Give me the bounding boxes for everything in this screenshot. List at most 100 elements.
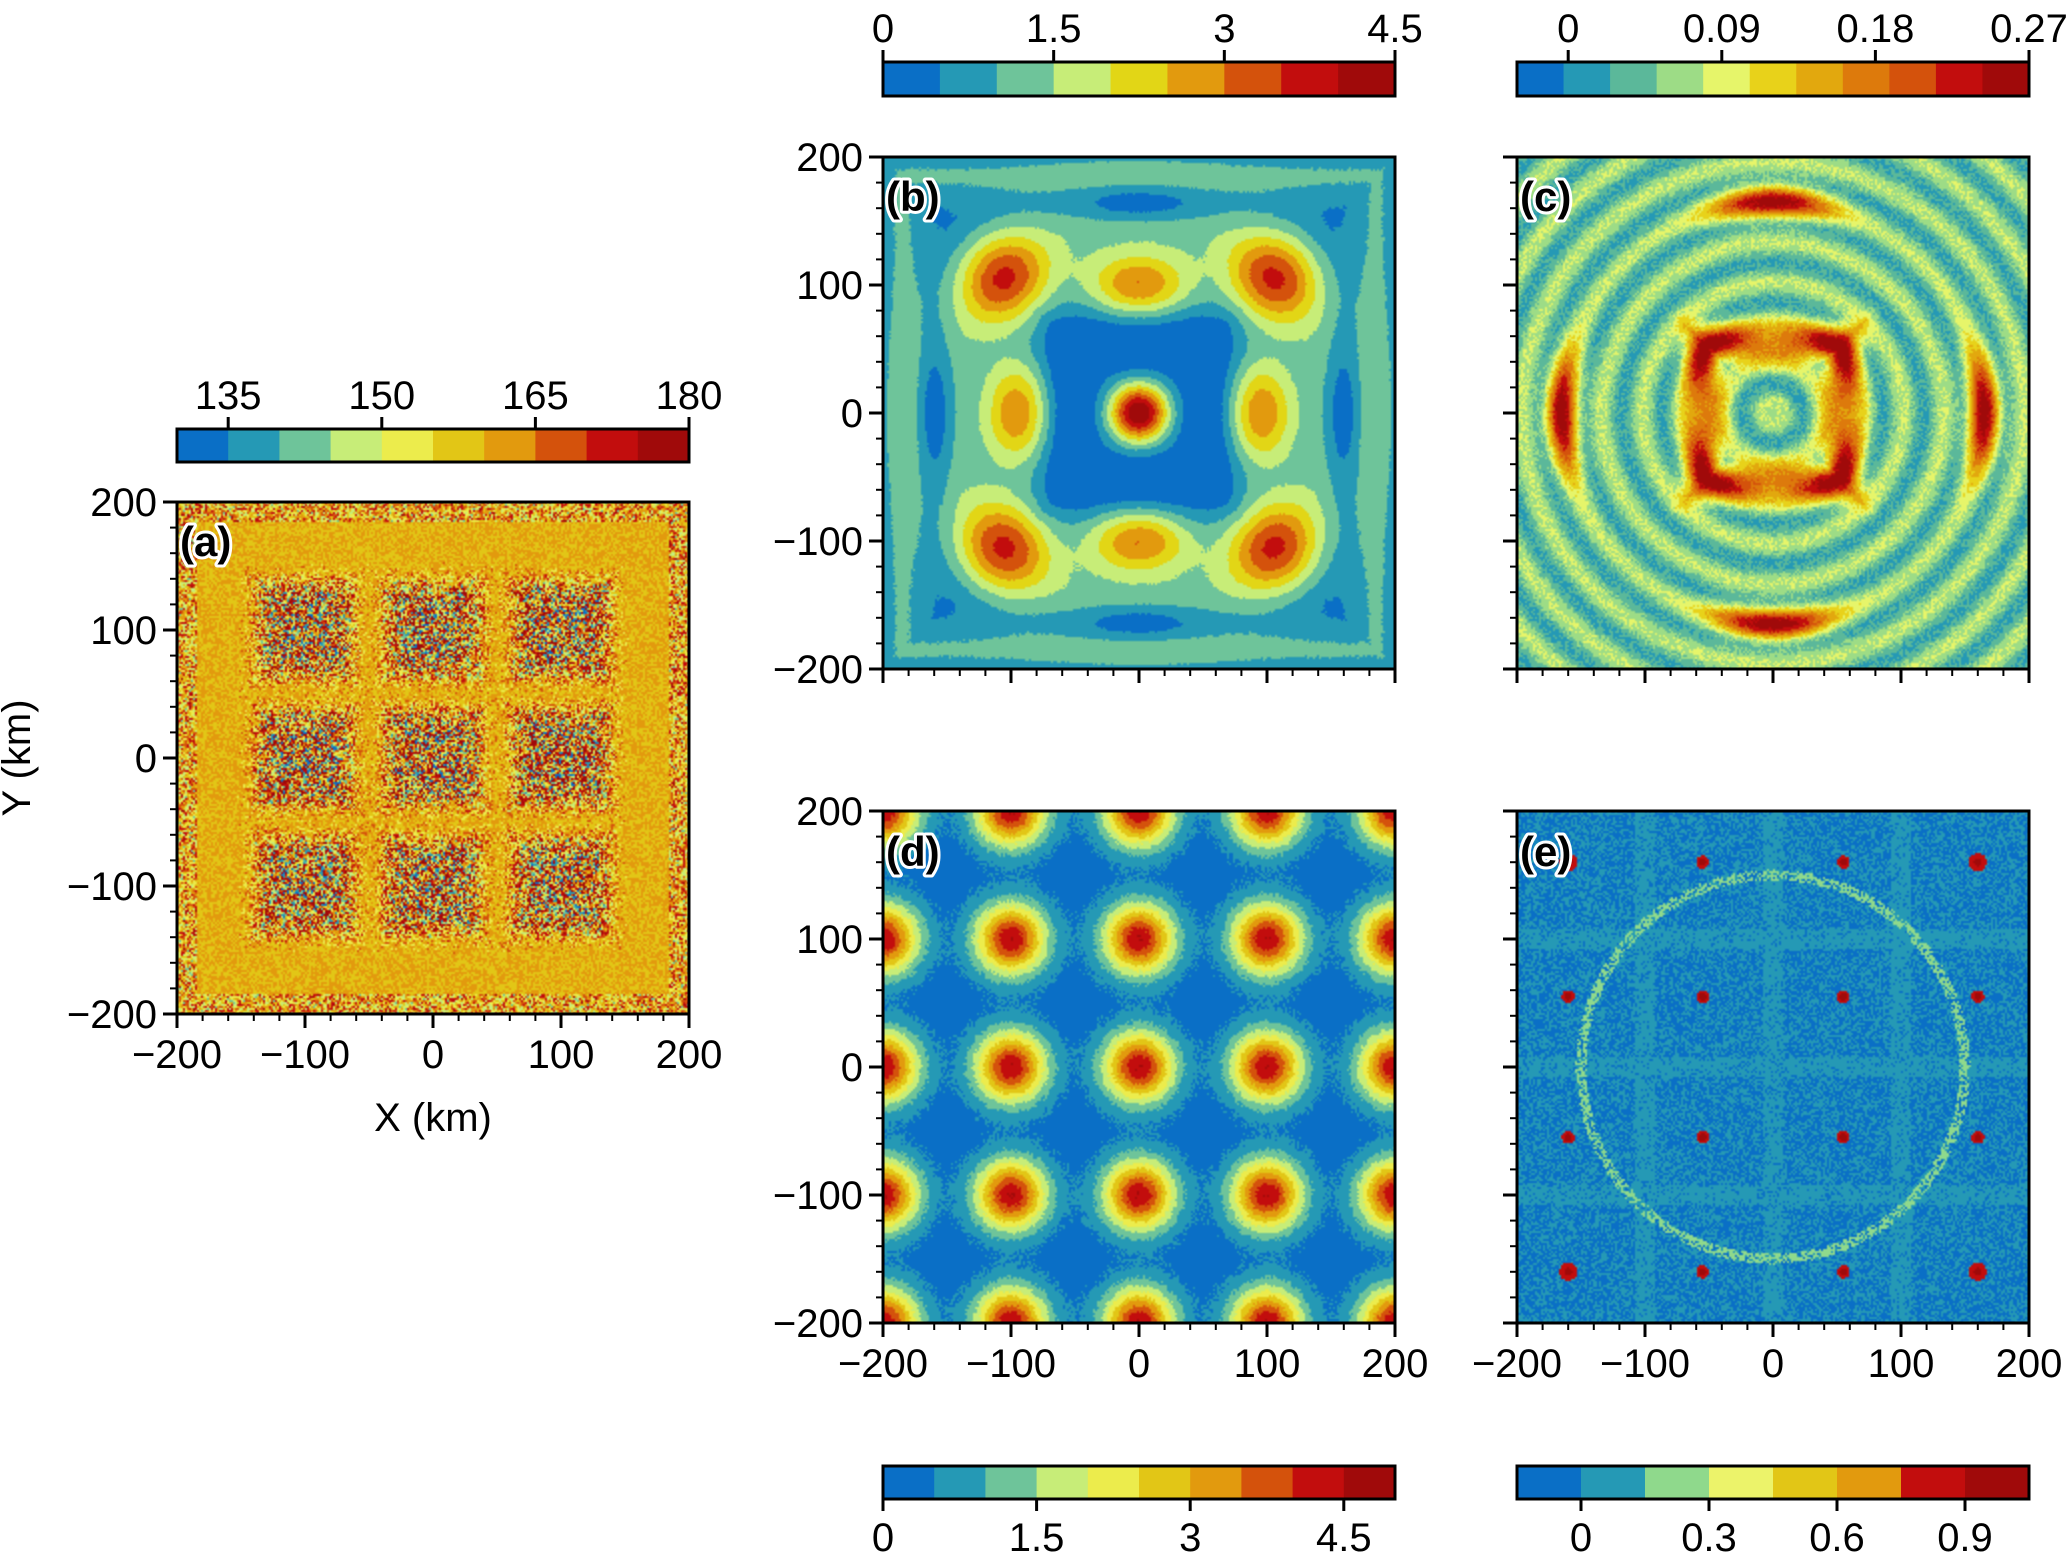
colorbar-frame bbox=[175, 427, 691, 464]
xtick-label: 200 bbox=[1996, 1342, 2063, 1386]
panel-a-ticks: −200 −100 0 100 200 −200 −100 0 100 200 bbox=[67, 481, 722, 1077]
panel-a: −200 −100 0 100 200 −200 −100 0 100 200 (a) X (km… bbox=[0, 374, 722, 1140]
colorbar-swatch bbox=[996, 62, 1055, 96]
xtick-label: 200 bbox=[1362, 1342, 1429, 1386]
xtick-label: −200 bbox=[132, 1033, 222, 1077]
colorbar-swatch bbox=[1110, 62, 1169, 96]
colorbar-swatch bbox=[1796, 62, 1844, 96]
colorbar-swatch bbox=[1837, 1466, 1902, 1499]
panel-b-tag: (b) bbox=[886, 173, 940, 220]
ytick-label: 100 bbox=[796, 264, 863, 308]
panel-b-colorbar: 0 1.5 3 4.5 bbox=[872, 7, 1423, 98]
colorbar-tick-label: 0 bbox=[872, 1516, 894, 1557]
colorbar-swatch bbox=[1053, 62, 1112, 96]
ytick-label: 0 bbox=[841, 1046, 863, 1090]
colorbar-tick-label: 180 bbox=[656, 374, 723, 418]
colorbar-swatch bbox=[535, 429, 588, 462]
panel-d: −200 −100 0 100 200 −200 −100 0 100 200 (d) 0 1.5 3… bbox=[773, 790, 1428, 1557]
panel-a-heatmap bbox=[177, 502, 689, 1014]
colorbar-swatch bbox=[883, 1466, 935, 1499]
colorbar-swatch bbox=[1241, 1466, 1294, 1499]
colorbar-swatch bbox=[381, 429, 434, 462]
panel-e: −200 −100 0 100 200 (e) 0 0.3 0.6 0.9 bbox=[1472, 809, 2063, 1557]
ytick-label: 200 bbox=[796, 136, 863, 180]
colorbar-frame bbox=[1515, 60, 2031, 98]
colorbar-tick-label: 4.5 bbox=[1316, 1516, 1372, 1557]
colorbar-frame bbox=[881, 60, 1397, 98]
colorbar-swatch bbox=[1343, 1466, 1396, 1499]
xtick-label: −200 bbox=[838, 1342, 928, 1386]
colorbar-swatch bbox=[934, 1466, 986, 1499]
ytick-label: −200 bbox=[773, 1302, 863, 1346]
ytick-label: 100 bbox=[796, 918, 863, 962]
panel-b-ticks: −200 −100 0 100 200 bbox=[773, 136, 1397, 692]
colorbar-frame bbox=[881, 1464, 1397, 1501]
ytick-label: −100 bbox=[773, 1174, 863, 1218]
colorbar-swatch bbox=[1842, 62, 1890, 96]
panel-b-heatmap bbox=[883, 157, 1395, 669]
colorbar-swatch bbox=[1167, 62, 1225, 96]
panel-a-xlabel: X (km) bbox=[374, 1096, 492, 1140]
colorbar-swatch bbox=[1889, 62, 1937, 96]
xtick-label: 100 bbox=[528, 1033, 595, 1077]
ytick-label: −200 bbox=[773, 648, 863, 692]
colorbar-frame bbox=[1515, 1464, 2031, 1501]
colorbar-swatch bbox=[1982, 62, 2030, 96]
xtick-label: −100 bbox=[966, 1342, 1056, 1386]
colorbar-swatch bbox=[228, 429, 280, 462]
colorbar-swatch bbox=[1517, 62, 1565, 96]
colorbar-swatch bbox=[1281, 62, 1339, 96]
colorbar-swatch bbox=[1709, 1466, 1774, 1499]
xtick-label: 200 bbox=[656, 1033, 723, 1077]
colorbar-swatch bbox=[1139, 1466, 1191, 1499]
xtick-label: 100 bbox=[1234, 1342, 1301, 1386]
colorbar-tick-label: 0 bbox=[872, 7, 894, 51]
colorbar-swatch bbox=[1749, 62, 1797, 96]
colorbar-swatch bbox=[1656, 62, 1704, 96]
colorbar-tick-label: 0.27 bbox=[1990, 7, 2067, 51]
panel-a-ylabel: Y (km) bbox=[0, 699, 39, 816]
colorbar-swatch bbox=[177, 429, 229, 462]
ytick-label: 200 bbox=[90, 481, 157, 525]
colorbar-tick-label: 1.5 bbox=[1026, 7, 1082, 51]
colorbar-tick-label: 165 bbox=[502, 374, 569, 418]
colorbar-swatch bbox=[1190, 1466, 1242, 1499]
colorbar-swatch bbox=[1087, 1466, 1140, 1499]
ytick-label: −100 bbox=[773, 520, 863, 564]
panel-b: −200 −100 0 100 200 (b) 0 1.5 3 4.5 bbox=[773, 7, 1423, 692]
colorbar-swatch bbox=[1517, 1466, 1582, 1499]
panel-e-heatmap bbox=[1517, 811, 2029, 1323]
ytick-label: −100 bbox=[67, 865, 157, 909]
colorbar-tick-label: 1.5 bbox=[1009, 1516, 1065, 1557]
colorbar-swatch bbox=[1901, 1466, 1966, 1499]
ytick-label: 0 bbox=[135, 737, 157, 781]
colorbar-swatch bbox=[1563, 62, 1611, 96]
panel-c-heatmap bbox=[1517, 157, 2029, 669]
colorbar-swatch bbox=[433, 429, 485, 462]
panel-d-colorbar: 0 1.5 3 4.5 bbox=[872, 1464, 1397, 1557]
colorbar-tick-label: 3 bbox=[1213, 7, 1235, 51]
panel-d-heatmap bbox=[883, 811, 1395, 1323]
panel-c-ticks bbox=[1503, 155, 2031, 683]
colorbar-swatch bbox=[1703, 62, 1751, 96]
colorbar-swatch bbox=[1338, 62, 1396, 96]
colorbar-swatch bbox=[1292, 1466, 1345, 1499]
panel-c: (c) 0 0.09 0.18 0.27 bbox=[1503, 7, 2067, 683]
xtick-label: −100 bbox=[260, 1033, 350, 1077]
colorbar-swatch bbox=[939, 62, 998, 96]
colorbar-tick-label: 0.3 bbox=[1681, 1516, 1737, 1557]
panel-e-colorbar: 0 0.3 0.6 0.9 bbox=[1515, 1464, 2031, 1557]
xtick-label: −200 bbox=[1472, 1342, 1562, 1386]
colorbar-swatch bbox=[330, 429, 383, 462]
xtick-label: 0 bbox=[1128, 1342, 1150, 1386]
colorbar-swatch bbox=[484, 429, 536, 462]
colorbar-swatch bbox=[985, 1466, 1038, 1499]
colorbar-swatch bbox=[1036, 1466, 1089, 1499]
panel-a-tag: (a) bbox=[180, 518, 231, 565]
colorbar-tick-label: 0.18 bbox=[1836, 7, 1914, 51]
colorbar-swatch bbox=[637, 429, 690, 462]
colorbar-swatch bbox=[1935, 62, 1984, 96]
colorbar-tick-label: 4.5 bbox=[1367, 7, 1423, 51]
panel-c-colorbar: 0 0.09 0.18 0.27 bbox=[1515, 7, 2067, 98]
